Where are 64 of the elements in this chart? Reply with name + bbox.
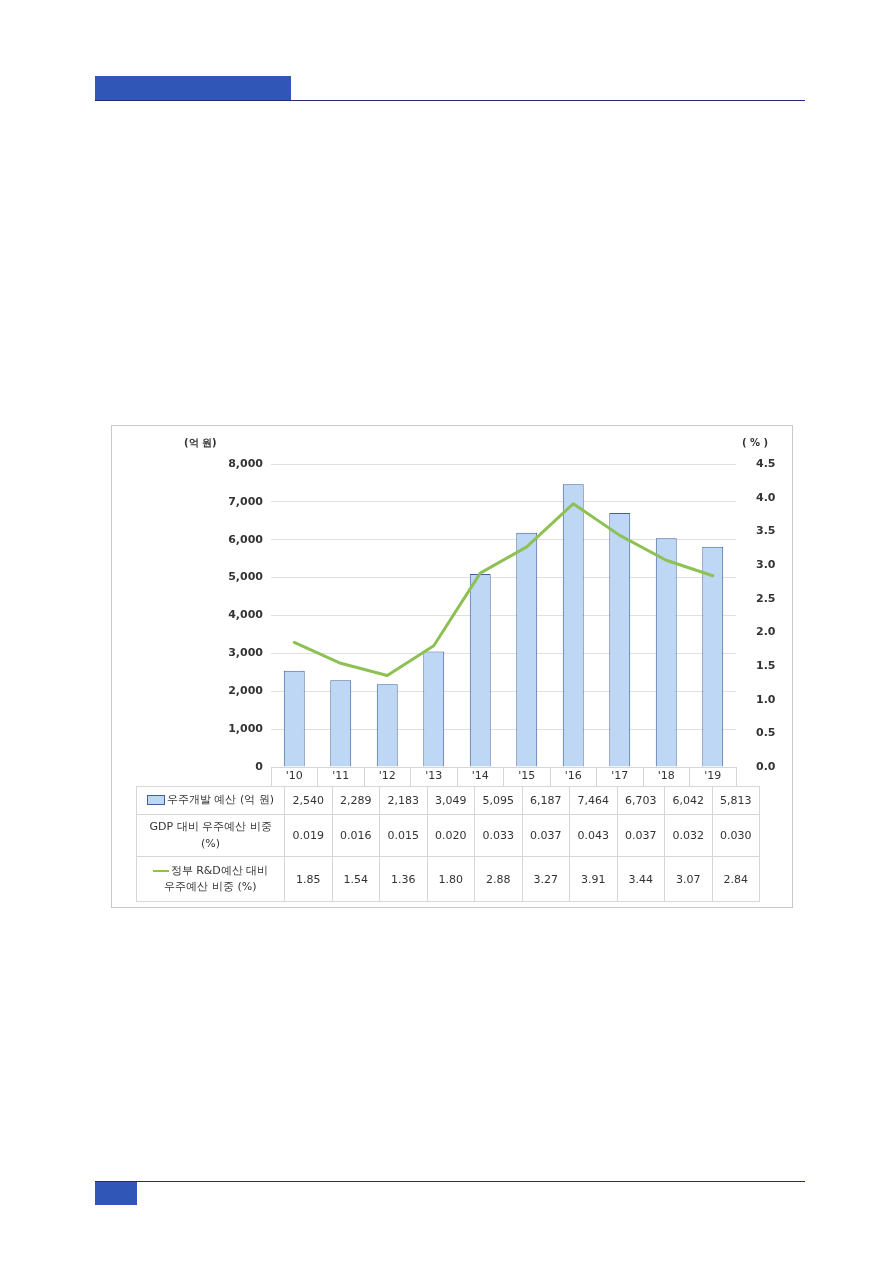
data-label: 2,289 [332, 786, 380, 815]
y-tick-label: 8,000 [228, 456, 264, 470]
x-tick-label: '11 [332, 769, 350, 783]
y2-tick-label: 2.5 [756, 591, 776, 605]
x-tick-label: '10 [285, 769, 303, 783]
data-label: 0.037 [617, 814, 665, 857]
x-tick-label: '17 [611, 769, 629, 783]
y-axis-title: (억 원) [184, 436, 217, 448]
y-tick-label: 4,000 [228, 608, 264, 622]
y2-axis-title: ( % ) [742, 436, 769, 448]
y2-tick-label: 4.0 [756, 490, 776, 504]
y2-tick-label: 1.0 [756, 692, 776, 706]
data-label: 0.037 [522, 814, 570, 857]
y-tick-label: 6,000 [228, 532, 264, 546]
data-label: 0.019 [284, 814, 332, 857]
y2-tick-label: 3.0 [756, 557, 776, 571]
legend-label: 우주개발 예산 (억 원) [136, 786, 285, 815]
legend-label: 정부 R&D예산 대비 우주예산 비중 (%) [136, 856, 285, 902]
data-label: 0.016 [332, 814, 380, 857]
x-tick-label: '19 [704, 769, 722, 783]
data-label: 5,813 [712, 786, 760, 815]
data-label: 0.030 [712, 814, 760, 857]
data-label: 2.84 [712, 856, 760, 902]
text: GDP 대비 우주예산 비중 (%) [136, 814, 285, 857]
y-tick-label: 5,000 [228, 570, 264, 584]
data-label: 2,540 [284, 786, 332, 815]
y2-tick-label: 0.5 [756, 726, 776, 740]
x-tick-label: '16 [564, 769, 582, 783]
data-label: 3.27 [522, 856, 570, 902]
y2-tick-label: 4.5 [756, 456, 776, 470]
data-label: 0.032 [664, 814, 712, 857]
data-label: 2.88 [474, 856, 522, 902]
y-tick-label: 3,000 [228, 646, 264, 660]
y-tick-label: 1,000 [228, 721, 264, 735]
data-label: 3,049 [427, 786, 475, 815]
x-tick-label: '15 [518, 769, 536, 783]
data-label: 1.36 [379, 856, 427, 902]
data-label: 1.80 [427, 856, 475, 902]
x-tick-label: '13 [425, 769, 443, 783]
data-label: 1.54 [332, 856, 380, 902]
data-label: 7,464 [569, 786, 617, 815]
y2-tick-label: 3.5 [756, 524, 776, 538]
data-label: 3.07 [664, 856, 712, 902]
data-label: 0.043 [569, 814, 617, 857]
x-tick-label: '18 [657, 769, 675, 783]
data-label: 3.91 [569, 856, 617, 902]
y2-tick-label: 0.0 [756, 759, 776, 773]
y2-tick-label: 1.5 [756, 658, 776, 672]
x-tick-label: '12 [378, 769, 396, 783]
data-label: 2,183 [379, 786, 427, 815]
y-tick-label: 2,000 [228, 684, 264, 698]
data-label: 6,042 [664, 786, 712, 815]
y-tick-label: 0 [255, 759, 264, 773]
data-label: 6,703 [617, 786, 665, 815]
y-tick-label: 7,000 [228, 494, 264, 508]
data-label: 0.015 [379, 814, 427, 857]
data-label: 0.020 [427, 814, 475, 857]
data-label: 6,187 [522, 786, 570, 815]
x-tick-label: '14 [471, 769, 489, 783]
data-label: 1.85 [284, 856, 332, 902]
y2-tick-label: 2.0 [756, 625, 776, 639]
data-label: 0.033 [474, 814, 522, 857]
data-label: 5,095 [474, 786, 522, 815]
data-label: 3.44 [617, 856, 665, 902]
